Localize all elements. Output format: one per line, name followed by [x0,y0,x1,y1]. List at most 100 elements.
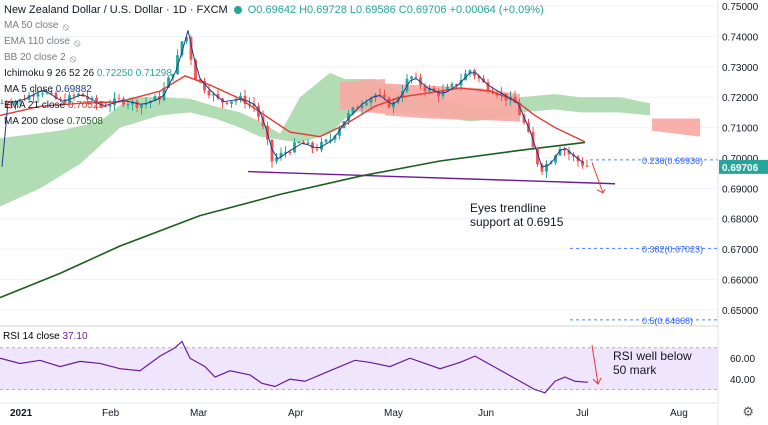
time-tick-label: Mar [190,408,208,419]
candle-body [77,93,80,96]
price-tick-label: 0.75000 [722,2,759,13]
candle-body [122,98,125,105]
candle-body [351,107,355,114]
candle-body [180,41,184,56]
ma5-line [1,30,585,168]
candle-body [441,90,445,97]
candle-body [72,95,76,97]
ma200-line [0,141,586,299]
rsi-tick-label: 40.00 [730,375,755,386]
price-tick-label: 0.73000 [722,63,759,74]
rsi-line [0,340,589,394]
candle-body [104,106,107,108]
legend-bb20[interactable]: BB 20 close 2 ⦸ [4,50,544,66]
candle-body [207,90,211,96]
market-status-dot [233,6,242,15]
fib-level-label: 0.382(0.67023) [642,244,703,254]
candle-body [279,152,283,158]
candle-body [383,94,386,98]
legend-ema110[interactable]: EMA 110 close ⦸ [4,34,544,50]
time-tick-label: Jul [576,408,589,419]
candle-body [230,101,233,104]
candle-body [392,102,395,108]
candle-body [549,162,553,164]
price-pane: 0.236(0.69936) 0.382(0.67023) 0.5(0.64668) [0,5,718,326]
candle-body [405,78,409,92]
price-tick-label: 0.72000 [722,93,759,104]
symbol-title[interactable]: New Zealand Dollar / U.S. Dollar · 1D · … [4,4,228,16]
legend-ma200[interactable]: MA 200 close 0.70508 [4,116,103,127]
candle-body [293,142,296,153]
legend-ichimoku[interactable]: Ichimoku 9 26 52 26 0.72250 0.71298 [4,68,172,79]
candle-body [311,142,314,149]
ohlc-readout: O0.69642 H0.69728 L0.69586 C0.69706 +0.0… [247,4,544,16]
candle-body [41,93,44,95]
candle-body [185,37,188,42]
eye-hidden-icon[interactable]: ⦸ [62,22,70,34]
candle-body [90,97,94,100]
candle-body [203,81,206,91]
candle-body [86,96,89,100]
candle-body [153,96,157,102]
candle-body [135,101,139,108]
candle-body [554,155,557,163]
support-trendline [247,170,616,185]
candle-body [81,93,85,97]
candle-body [468,70,472,74]
eye-hidden-icon[interactable]: ⦸ [69,54,77,66]
candle-body [563,148,566,151]
candle-body [284,151,287,153]
rsi-legend[interactable]: RSI 14 close 37.10 [3,331,88,342]
projection-arrow-head [596,188,606,194]
rsi-tick-label: 60.00 [730,354,755,365]
candle-body [455,83,458,86]
candle-body [189,37,193,60]
gear-icon[interactable]: ⚙ [742,404,754,419]
candle-body [315,148,319,150]
legend-ma5[interactable]: MA 5 close 0.69882 [4,84,92,95]
fib-level-label: 0.236(0.69936) [642,156,703,166]
price-tick-label: 0.74000 [722,32,759,43]
candle-body [545,163,548,172]
candle-body [14,101,17,105]
candle-body [536,147,539,165]
candle-body [167,77,170,88]
candle-body [117,98,121,100]
candle-body [45,92,49,94]
candle-body [171,74,175,78]
candle-body [5,103,8,105]
candle-body [423,85,427,91]
candle-body [567,150,571,155]
candle-body [0,103,4,105]
candle-body [194,59,197,80]
rsi-arrow [591,344,602,385]
candle-body [212,94,215,96]
legend-ema21[interactable]: EMA 21 close 0.70525 [4,100,105,111]
price-tick-label: 0.70000 [722,154,759,165]
candle-body [216,94,220,99]
legend-ma50[interactable]: MA 50 close ⦸ [4,18,544,34]
candle-body [140,104,143,108]
candle-body [360,104,364,108]
candle-body [297,142,301,144]
candle-body [428,88,431,91]
candle-body [437,90,440,97]
eye-hidden-icon[interactable]: ⦸ [73,38,81,50]
ichimoku-cloud-bearish [652,118,700,137]
time-tick-label: 2021 [10,408,33,419]
projection-arrow [591,162,604,194]
rsi-band [0,347,718,390]
candle-body [558,148,562,156]
candle-body [99,104,103,107]
candle-body [275,157,278,162]
candle-body [338,128,341,136]
candle-body [239,95,242,100]
candle-body [414,76,418,78]
candle-body [378,94,382,96]
candle-body [9,104,13,106]
candle-body [108,105,112,107]
candle-body [225,102,229,104]
price-tick-label: 0.69000 [722,184,759,195]
